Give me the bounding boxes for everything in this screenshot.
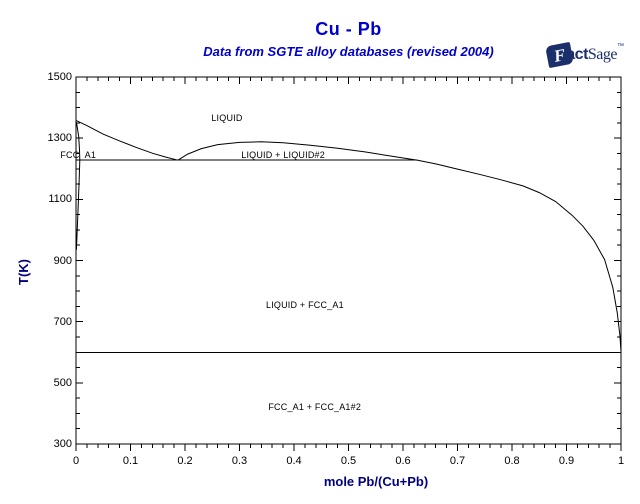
factsage-logo-sage: Sage	[587, 46, 618, 63]
plot-border	[75, 76, 622, 445]
factsage-logo-trademark: ™	[617, 43, 624, 50]
chart-subtitle: Data from SGTE alloy databases (revised …	[203, 44, 494, 59]
curve-miscibility-gap-and-liquidus-pb-side	[177, 141, 622, 352]
curve-fcc-a1-phase-boundary	[75, 122, 81, 250]
curve-liquidus-cu-side	[75, 119, 179, 161]
chart-title: Cu - Pb	[315, 19, 382, 39]
